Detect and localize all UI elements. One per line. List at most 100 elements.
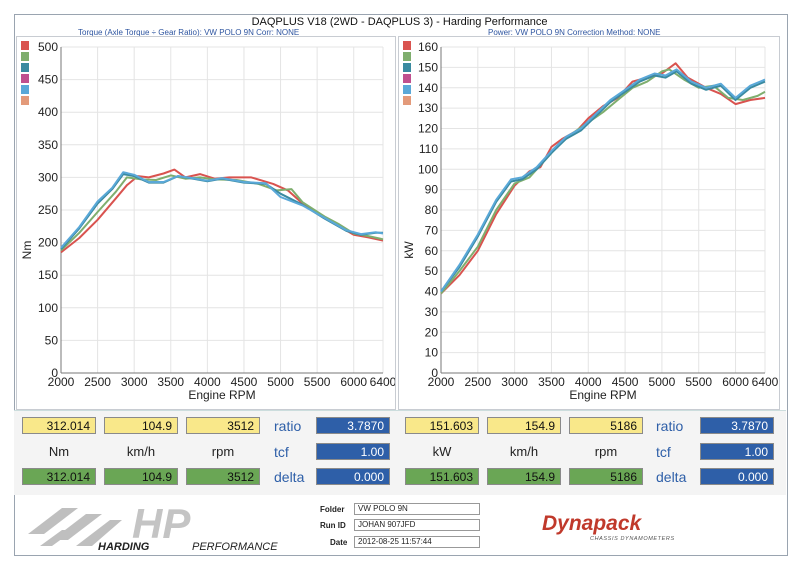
power-ytick-label: 150: [418, 60, 438, 74]
torque-series-line-1: [60, 174, 384, 252]
power-ytick-label: 10: [425, 346, 439, 360]
folder-value: VW POLO 9N: [354, 503, 480, 515]
torque-series-line-3: [60, 171, 384, 249]
torque-xtick-label: 6000: [340, 375, 367, 389]
left-delta-value: 0.000: [316, 468, 390, 485]
power-x-axis-label: Engine RPM: [569, 388, 636, 402]
left-tcf-label: tcf: [274, 444, 289, 460]
torque-chart-panel: 0 50 100 150 200 250 300 350 400 450 500 2000 2500 30…: [16, 36, 397, 410]
torque-ytick-label: 350: [38, 138, 58, 152]
power-xtick-label: 6400: [752, 375, 779, 389]
right-tcf-value: 1.00: [700, 443, 774, 460]
right-speed-current: 154.9: [487, 417, 561, 434]
right-ratio-label: ratio: [656, 418, 684, 434]
hp-logo-mark: HP: [132, 500, 191, 547]
power-ytick-label: 130: [418, 101, 438, 115]
power-xtick-label: 3500: [538, 375, 565, 389]
checkered-flag-icon: [28, 508, 122, 546]
left-torque-current: 312.014: [22, 417, 96, 434]
folder-label: Folder: [320, 505, 345, 514]
power-ytick-label: 60: [425, 244, 439, 258]
left-tcf-value: 1.00: [316, 443, 390, 460]
runid-label: Run ID: [320, 521, 346, 530]
power-ytick-label: 0: [431, 366, 438, 380]
left-unit-rpm: rpm: [211, 444, 235, 459]
right-speed-peak: 154.9: [487, 468, 561, 485]
left-speed-peak: 104.9: [104, 468, 178, 485]
power-legend-swatch: [403, 85, 411, 94]
right-power-current: 151.603: [405, 417, 479, 434]
torque-ytick-label: 300: [38, 170, 58, 184]
torque-ytick-label: 250: [38, 203, 58, 217]
power-xtick-label: 4000: [575, 375, 602, 389]
power-ytick-label: 160: [418, 40, 438, 54]
hp-logo-harding: HARDING: [98, 541, 150, 552]
right-rpm-peak: 5186: [569, 468, 643, 485]
right-delta-value: 0.000: [700, 468, 774, 485]
torque-xtick-label: 2000: [48, 375, 75, 389]
hp-logo-performance: PERFORMANCE: [192, 541, 278, 552]
torque-xtick-label: 5500: [304, 375, 331, 389]
power-ytick-label: 30: [425, 305, 439, 319]
right-unit-kmh: km/h: [509, 444, 539, 459]
dynapack-tagline: CHASSIS DYNAMOMETERS: [590, 536, 675, 542]
dynapack-logo: Dynapack CHASSIS DYNAMOMETERS: [538, 508, 728, 548]
power-ytick-label: 90: [425, 183, 439, 197]
power-legend-swatch: [403, 41, 411, 50]
power-ytick-label: 110: [419, 142, 438, 156]
page-title: DAQPLUS V18 (2WD - DAQPLUS 3) - Harding …: [251, 16, 548, 28]
hp-logo-graphic: HP HARDING PERFORMANCE: [28, 500, 278, 553]
torque-legend-swatch: [21, 85, 29, 94]
left-unit-nm: Nm: [48, 444, 70, 459]
power-ytick-label: 40: [425, 285, 439, 299]
power-ytick-label: 120: [418, 122, 438, 136]
right-tcf-label: tcf: [656, 444, 671, 460]
left-torque-peak: 312.014: [22, 468, 96, 485]
torque-xtick-label: 2500: [84, 375, 111, 389]
torque-legend-swatch: [21, 96, 29, 105]
torque-ytick-label: 500: [38, 40, 58, 54]
power-chart-panel: 0 10 20 30 40 50 60 70 80 90 100 110 120 130 140 150 160…: [398, 36, 780, 410]
power-xtick-label: 5000: [649, 375, 676, 389]
power-series-line-3: [440, 68, 766, 293]
torque-ytick-label: 150: [38, 268, 58, 282]
right-rpm-current: 5186: [569, 417, 643, 434]
power-legend-swatch: [403, 74, 411, 83]
left-speed-current: 104.9: [104, 417, 178, 434]
torque-legend-swatch: [21, 52, 29, 61]
torque-legend-swatch: [21, 63, 29, 72]
power-series-line-1: [440, 68, 766, 295]
power-xtick-label: 3000: [501, 375, 528, 389]
power-xtick-label: 2000: [428, 375, 455, 389]
power-ytick-label: 100: [418, 162, 438, 176]
torque-series-line-0: [60, 168, 384, 254]
power-xtick-label: 4500: [612, 375, 639, 389]
torque-xtick-label: 6400: [370, 375, 395, 389]
right-power-peak: 151.603: [405, 468, 479, 485]
power-ytick-label: 50: [425, 264, 439, 278]
torque-x-axis-label: Engine RPM: [188, 388, 255, 402]
torque-series-line-2: [60, 173, 383, 250]
left-ratio-value: 3.7870: [316, 417, 390, 434]
power-ytick-label: 70: [425, 223, 439, 237]
power-ytick-label: 140: [418, 81, 438, 95]
torque-ytick-label: 200: [38, 236, 58, 250]
torque-legend-swatch: [21, 74, 29, 83]
torque-ytick-label: 400: [38, 105, 58, 119]
right-unit-rpm: rpm: [594, 444, 618, 459]
torque-subheading: Torque (Axle Torque ÷ Gear Ratio): VW PO…: [78, 28, 300, 37]
dynapack-wordmark: Dynapack: [542, 512, 643, 535]
torque-ytick-label: 50: [45, 333, 59, 347]
hp-logo: HP HARDING PERFORMANCE: [22, 500, 314, 553]
power-y-axis-label: kW: [402, 241, 416, 259]
left-rpm-current: 3512: [186, 417, 260, 434]
torque-legend-swatch: [21, 41, 29, 50]
torque-y-axis-label: Nm: [20, 241, 34, 260]
torque-ytick-label: 0: [51, 366, 58, 380]
left-delta-label: delta: [274, 469, 305, 485]
runid-value: JOHAN 907JFD: [354, 519, 480, 531]
power-series-line-0: [440, 62, 766, 295]
power-xtick-label: 5500: [685, 375, 712, 389]
power-ytick-label: 20: [425, 325, 439, 339]
dynapack-logo-graphic: Dynapack CHASSIS DYNAMOMETERS: [542, 512, 675, 542]
